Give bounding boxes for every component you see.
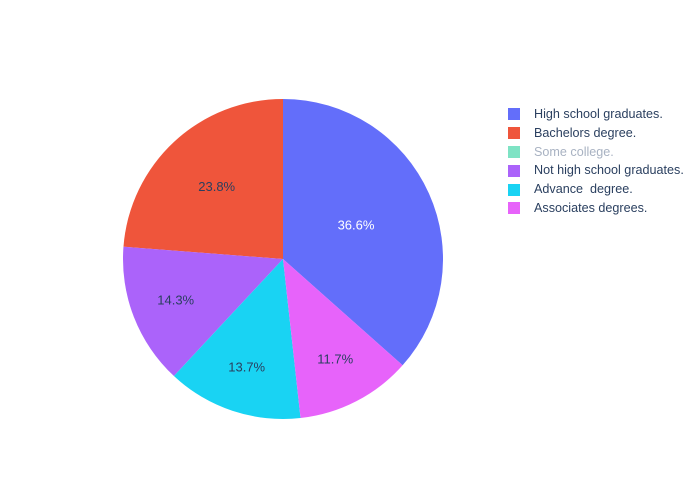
legend-label: Not high school graduates. <box>534 163 684 178</box>
legend: High school graduates. Bachelors degree. S… <box>508 105 684 218</box>
legend-item-some-college[interactable]: Some college. <box>508 143 684 162</box>
legend-swatch <box>508 164 520 177</box>
legend-item-associates-degrees[interactable]: Associates degrees. <box>508 199 684 218</box>
legend-label: Some college. <box>534 144 614 159</box>
legend-swatch <box>508 127 520 140</box>
legend-swatch <box>508 183 520 196</box>
pie-slice-associates-degrees[interactable] <box>283 259 403 419</box>
legend-label: Bachelors degree. <box>534 125 637 140</box>
pie-slice-high-school-graduates[interactable] <box>283 99 444 366</box>
legend-swatch <box>508 202 520 215</box>
legend-label: Advance degree. <box>534 182 633 197</box>
legend-label: High school graduates. <box>534 107 663 122</box>
legend-label: Associates degrees. <box>534 201 648 216</box>
legend-item-bachelors-degree[interactable]: Bachelors degree. <box>508 124 684 143</box>
legend-item-high-school-graduates[interactable]: High school graduates. <box>508 105 684 124</box>
legend-item-advance-degree[interactable]: Advance degree. <box>508 180 684 199</box>
pie-slices <box>122 99 444 420</box>
legend-item-not-high-school-graduates[interactable]: Not high school graduates. <box>508 161 684 180</box>
pie-slice-not-high-school-graduates[interactable] <box>122 246 284 377</box>
legend-swatch <box>508 108 520 121</box>
pie-slice-bachelors-degree[interactable] <box>123 99 283 259</box>
legend-swatch <box>508 145 520 158</box>
pie-slice-advance-degree[interactable] <box>173 259 301 420</box>
